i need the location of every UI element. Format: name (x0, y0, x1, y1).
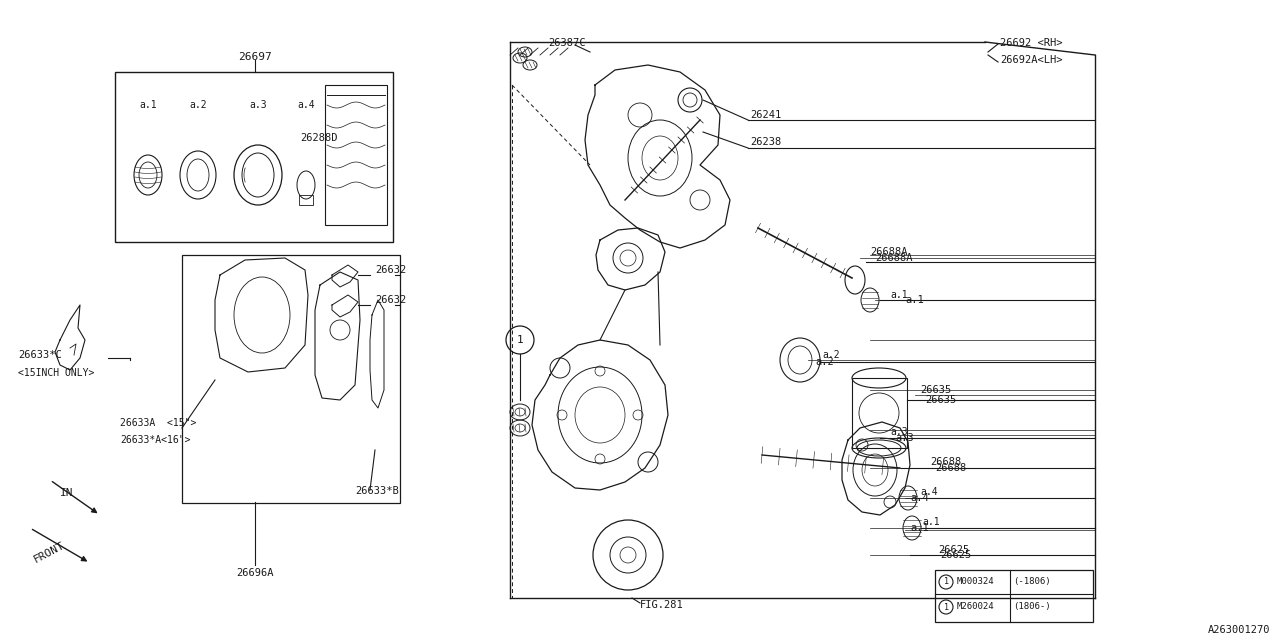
Text: a.3: a.3 (250, 100, 266, 110)
Bar (325, 85, 387, 225)
Text: 26633*B: 26633*B (355, 486, 399, 496)
Text: (1806-): (1806-) (1012, 602, 1051, 611)
Text: 26633A  <15">: 26633A <15"> (120, 418, 196, 428)
Text: a.1: a.1 (910, 523, 929, 533)
Text: 26635: 26635 (925, 395, 956, 405)
Text: a.4: a.4 (297, 100, 315, 110)
Text: 26633*C: 26633*C (18, 350, 61, 360)
Text: M000324: M000324 (957, 577, 995, 586)
Text: a.1: a.1 (905, 295, 924, 305)
Text: 26697: 26697 (238, 52, 271, 62)
Text: a.2: a.2 (189, 100, 207, 110)
Bar (852, 378, 908, 448)
Text: 26635: 26635 (920, 385, 951, 395)
Text: a.4: a.4 (910, 493, 929, 503)
Text: a.2: a.2 (815, 357, 833, 367)
Bar (115, 72, 393, 242)
Text: 26696A: 26696A (237, 568, 274, 578)
Text: 26625: 26625 (938, 545, 969, 555)
Text: 1: 1 (943, 602, 948, 611)
Text: a.3: a.3 (890, 427, 908, 437)
Text: 1: 1 (943, 577, 948, 586)
Text: 26387C: 26387C (548, 38, 585, 48)
Text: <15INCH ONLY>: <15INCH ONLY> (18, 368, 95, 378)
Text: 26625: 26625 (940, 550, 972, 560)
Text: FRONT: FRONT (32, 540, 67, 564)
Text: 26688A: 26688A (876, 253, 913, 263)
Text: a.3: a.3 (895, 433, 914, 443)
Text: 26238: 26238 (750, 137, 781, 147)
Text: IN: IN (60, 488, 73, 498)
Text: a.1: a.1 (140, 100, 157, 110)
Text: a.1: a.1 (890, 290, 908, 300)
Text: 26692 <RH>: 26692 <RH> (1000, 38, 1062, 48)
Text: a.1: a.1 (922, 517, 940, 527)
Bar (300, 195, 314, 205)
Text: 1: 1 (517, 335, 524, 345)
Text: 26633*A<16">: 26633*A<16"> (120, 435, 191, 445)
Text: A263001270: A263001270 (1207, 625, 1270, 635)
Bar (934, 570, 1093, 622)
Text: a.4: a.4 (920, 487, 938, 497)
Text: FIG.281: FIG.281 (640, 600, 684, 610)
Text: M260024: M260024 (957, 602, 995, 611)
Text: 26688: 26688 (931, 457, 961, 467)
Text: 26688: 26688 (934, 463, 966, 473)
Bar (182, 255, 401, 503)
Text: 26241: 26241 (750, 110, 781, 120)
Text: a.2: a.2 (822, 350, 840, 360)
Text: 26288D: 26288D (300, 133, 338, 143)
Text: 26632: 26632 (375, 295, 406, 305)
Text: (-1806): (-1806) (1012, 577, 1051, 586)
Text: 26688A: 26688A (870, 247, 908, 257)
Text: 26632: 26632 (375, 265, 406, 275)
Text: 26692A<LH>: 26692A<LH> (1000, 55, 1062, 65)
